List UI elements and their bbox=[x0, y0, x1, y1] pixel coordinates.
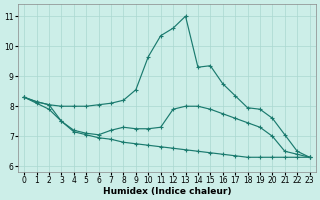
X-axis label: Humidex (Indice chaleur): Humidex (Indice chaleur) bbox=[103, 187, 231, 196]
